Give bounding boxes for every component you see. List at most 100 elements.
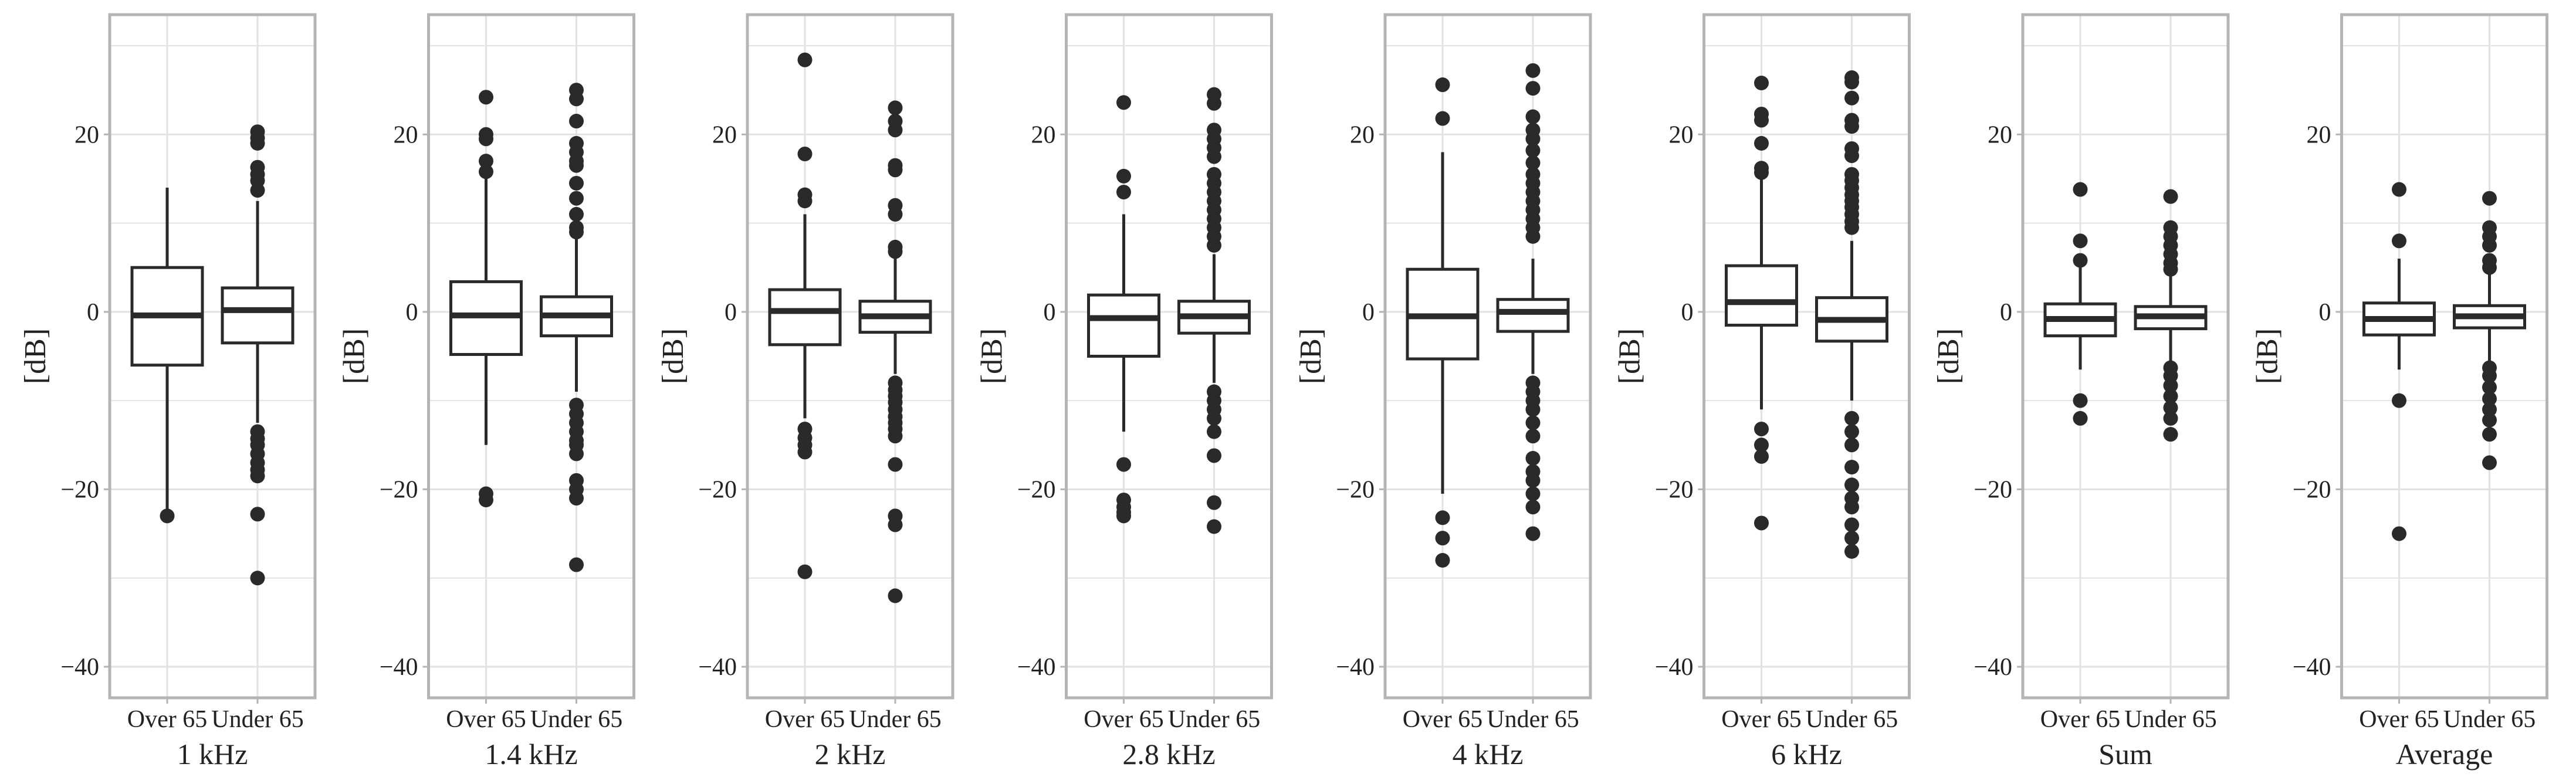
y-tick-label: −40 bbox=[60, 654, 99, 681]
box-over-65 bbox=[1087, 95, 1160, 524]
outlier-point bbox=[1525, 109, 1541, 124]
outlier-point bbox=[1525, 81, 1541, 96]
x-tick-label: Under 65 bbox=[849, 706, 941, 733]
outlier-point bbox=[2482, 379, 2497, 395]
y-tick-label: 20 bbox=[75, 121, 99, 148]
outlier-point bbox=[1525, 402, 1541, 417]
y-tick-label: 20 bbox=[394, 121, 418, 148]
y-tick-label: 0 bbox=[2000, 299, 2012, 326]
panel-background bbox=[747, 15, 953, 698]
outlier-point bbox=[1525, 429, 1541, 444]
outlier-point bbox=[1525, 500, 1541, 515]
outlier-point bbox=[569, 114, 584, 129]
iqr-box bbox=[1496, 298, 1570, 333]
panel-frame bbox=[2021, 13, 2230, 700]
box-under-65 bbox=[2134, 189, 2208, 442]
panel-1: −40 −20 0 20 [dB] Over 65 Under 65 1 kHz bbox=[19, 13, 317, 771]
outlier-point bbox=[2482, 455, 2497, 470]
y-tick-label: 0 bbox=[1681, 299, 1694, 326]
outlier-point bbox=[2073, 182, 2088, 197]
box-over-65 bbox=[1406, 77, 1480, 568]
outlier-point bbox=[1754, 449, 1769, 464]
outlier-point bbox=[1844, 544, 1859, 559]
outlier-point bbox=[797, 444, 813, 460]
panel-5: −40 −20 0 20 [dB] Over 65 Under 65 4 kHz bbox=[1294, 13, 1592, 771]
panel-frame bbox=[427, 13, 635, 700]
outlier-point bbox=[1207, 410, 1221, 426]
outlier-point bbox=[1754, 165, 1769, 180]
y-tick-label: 0 bbox=[725, 299, 737, 326]
panel-title: 2.8 kHz bbox=[1122, 738, 1215, 771]
outlier-point bbox=[1844, 410, 1859, 426]
y-tick-label: 20 bbox=[1350, 121, 1375, 148]
outlier-point bbox=[1207, 495, 1221, 510]
outlier-point bbox=[1844, 119, 1859, 134]
outlier-point bbox=[888, 162, 903, 178]
panel-title: Sum bbox=[2098, 738, 2152, 771]
panel-title: 4 kHz bbox=[1453, 738, 1524, 771]
panel-background bbox=[1704, 15, 1910, 698]
outlier-point bbox=[569, 557, 584, 572]
outlier-point bbox=[1207, 96, 1221, 111]
outlier-point bbox=[1116, 508, 1131, 524]
panel-background bbox=[428, 15, 634, 698]
y-tick-label: −20 bbox=[60, 476, 99, 503]
x-tick-label: Over 65 bbox=[1084, 706, 1163, 733]
outlier-point bbox=[888, 100, 903, 116]
box-under-65 bbox=[1496, 63, 1570, 541]
outlier-point bbox=[479, 164, 493, 179]
y-axis-label: [dB] bbox=[1932, 328, 1965, 384]
panel-6: −40 −20 0 20 [dB] Over 65 Under 65 6 kHz bbox=[1613, 13, 1911, 771]
outlier-point bbox=[2482, 402, 2497, 417]
outlier-point bbox=[2163, 262, 2178, 277]
outlier-point bbox=[1525, 526, 1541, 541]
y-axis-label: [dB] bbox=[338, 328, 371, 384]
box-under-65 bbox=[2453, 191, 2526, 470]
y-axis-label: [dB] bbox=[19, 328, 52, 384]
iqr-box bbox=[1087, 293, 1160, 358]
y-axis-label: [dB] bbox=[1613, 328, 1647, 384]
outlier-point bbox=[160, 508, 175, 524]
panel-frame bbox=[1383, 13, 1592, 700]
outlier-point bbox=[569, 175, 584, 191]
outlier-point bbox=[888, 206, 903, 222]
outlier-point bbox=[2073, 233, 2088, 249]
y-tick-label: −20 bbox=[1974, 476, 2012, 503]
outlier-point bbox=[1844, 90, 1859, 106]
outlier-point bbox=[2392, 393, 2406, 408]
outlier-point bbox=[1754, 113, 1769, 128]
box-over-65 bbox=[768, 52, 842, 579]
outlier-point bbox=[2073, 410, 2088, 426]
x-tick-label: Under 65 bbox=[1168, 706, 1260, 733]
outlier-point bbox=[888, 517, 903, 532]
outlier-point bbox=[1207, 448, 1221, 463]
outlier-point bbox=[250, 507, 265, 522]
panel-7: −40 −20 0 20 [dB] Over 65 Under 65 Sum bbox=[1932, 13, 2230, 771]
y-tick-label: −20 bbox=[1336, 476, 1375, 503]
panel-background bbox=[2023, 15, 2228, 698]
box-under-65 bbox=[1177, 87, 1251, 534]
outlier-point bbox=[1525, 229, 1541, 244]
outlier-point bbox=[1116, 168, 1131, 184]
outlier-point bbox=[2482, 391, 2497, 406]
outlier-point bbox=[1844, 424, 1859, 439]
x-tick-label: Under 65 bbox=[530, 706, 622, 733]
outlier-point bbox=[888, 457, 903, 472]
y-tick-label: −40 bbox=[380, 654, 418, 681]
outlier-point bbox=[888, 244, 903, 259]
panel-title: 1.4 kHz bbox=[485, 738, 577, 771]
box-over-65 bbox=[1725, 76, 1798, 531]
panel-frame bbox=[1702, 13, 1911, 700]
y-tick-label: 20 bbox=[1031, 121, 1056, 148]
panel-title: Average bbox=[2396, 738, 2493, 771]
outlier-point bbox=[888, 588, 903, 603]
iqr-box bbox=[1725, 264, 1798, 327]
outlier-point bbox=[1525, 450, 1541, 466]
outlier-point bbox=[1435, 111, 1450, 126]
iqr-box bbox=[221, 286, 295, 345]
outlier-point bbox=[569, 91, 584, 107]
y-tick-label: 20 bbox=[2307, 121, 2331, 148]
outlier-point bbox=[2482, 191, 2497, 206]
y-tick-label: −40 bbox=[2293, 654, 2331, 681]
outlier-point bbox=[1754, 135, 1769, 151]
